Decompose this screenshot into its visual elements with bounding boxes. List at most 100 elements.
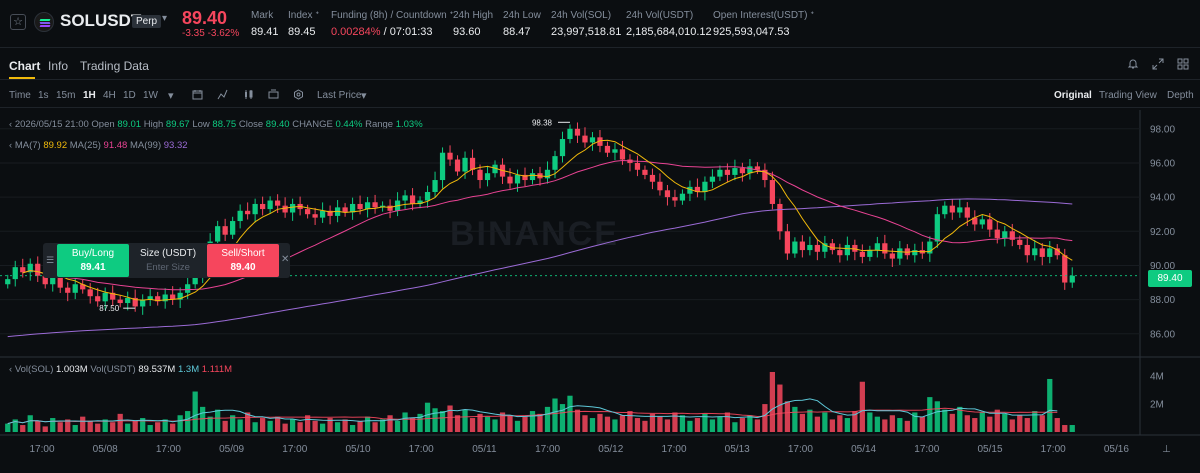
volume-bar bbox=[904, 420, 910, 432]
tab-trading-data[interactable]: Trading Data bbox=[80, 59, 149, 73]
candle-body bbox=[814, 244, 820, 252]
volume-bar bbox=[492, 419, 498, 432]
legend-collapse-icon[interactable]: ‹ bbox=[9, 119, 13, 130]
stat-value: 2,185,684,010.12 bbox=[626, 26, 712, 38]
bell-icon[interactable] bbox=[1127, 58, 1139, 73]
candle-body bbox=[289, 203, 296, 213]
ohlc-date: 2026/05/15 21:00 bbox=[14, 119, 89, 130]
x-tick-label: 05/13 bbox=[725, 444, 750, 455]
volume-bar bbox=[267, 420, 273, 432]
x-tick-label: 17:00 bbox=[1041, 444, 1066, 455]
candlestick-chart[interactable]: 98.00 96.00 94.00 92.00 90.00 88.00 86.00 4M 2M 9… bbox=[0, 110, 1200, 473]
change-value: 0.44% bbox=[335, 119, 363, 130]
view-depth[interactable]: Depth bbox=[1167, 90, 1194, 101]
volume-bar bbox=[627, 411, 633, 432]
interval-time[interactable]: Time bbox=[9, 90, 31, 101]
chart-type-icon[interactable] bbox=[243, 89, 254, 103]
stat-label: Open Interest(USDT) ᐩ bbox=[713, 10, 815, 21]
candle-body bbox=[342, 207, 348, 213]
candle-body bbox=[597, 137, 603, 146]
volume-bar bbox=[852, 411, 858, 432]
favorite-star-icon[interactable]: ☆ bbox=[10, 14, 26, 30]
volume-bar bbox=[177, 415, 183, 432]
candle-body bbox=[634, 162, 641, 170]
interval-4h[interactable]: 4H bbox=[103, 90, 116, 101]
candle-body bbox=[874, 243, 880, 251]
interval-15m[interactable]: 15m bbox=[56, 90, 76, 101]
drawing-tools-icon[interactable] bbox=[268, 89, 279, 103]
ma-legend-collapse-icon[interactable]: ‹ bbox=[9, 140, 13, 151]
vol-ma2-value: 1.111M bbox=[201, 364, 233, 375]
drag-handle-icon[interactable]: ☰ bbox=[46, 255, 55, 265]
interval-1s[interactable]: 1s bbox=[38, 90, 49, 101]
candle-body bbox=[327, 210, 333, 216]
candle-body bbox=[20, 267, 26, 273]
perp-badge: Perp bbox=[132, 15, 162, 28]
volume-bar bbox=[102, 419, 108, 432]
grid-layout-icon[interactable] bbox=[1177, 58, 1189, 73]
volume-bar bbox=[574, 409, 581, 432]
price-type-select[interactable]: Last Price bbox=[317, 90, 362, 101]
candle-body bbox=[42, 275, 48, 285]
tab-info[interactable]: Info bbox=[48, 59, 69, 73]
candle-body bbox=[829, 243, 835, 251]
volume-bar bbox=[619, 415, 626, 432]
candle-body bbox=[642, 169, 648, 175]
volume-bar bbox=[597, 413, 603, 432]
candle-body bbox=[694, 186, 701, 192]
size-input[interactable]: Size (USDT) Enter Size bbox=[131, 244, 205, 277]
interval-dropdown-icon[interactable]: ▾ bbox=[168, 90, 174, 102]
candle-body bbox=[215, 226, 221, 242]
chevron-down-icon[interactable]: ▾ bbox=[162, 13, 168, 24]
volume-bar bbox=[252, 422, 258, 432]
calendar-icon[interactable] bbox=[192, 89, 203, 103]
volume-bar bbox=[200, 406, 206, 432]
expand-icon[interactable] bbox=[1152, 58, 1164, 73]
close-icon[interactable]: ✕ bbox=[281, 254, 290, 265]
volume-bar bbox=[874, 416, 880, 432]
volume-bar bbox=[739, 418, 746, 432]
volume-bar bbox=[709, 419, 716, 432]
volume-bar bbox=[72, 425, 78, 432]
tab-chart[interactable]: Chart bbox=[9, 59, 41, 73]
interval-1h[interactable]: 1H bbox=[83, 90, 96, 101]
interval-1w[interactable]: 1W bbox=[143, 90, 158, 101]
low-marker-label: 87.50 bbox=[99, 304, 120, 313]
candle-body bbox=[784, 231, 791, 254]
buy-long-button[interactable]: Buy/Long 89.41 bbox=[57, 244, 129, 277]
volume-bar bbox=[372, 422, 378, 432]
sell-short-button[interactable]: Sell/Short 89.40 bbox=[207, 244, 279, 277]
size-placeholder[interactable]: Enter Size bbox=[146, 262, 190, 273]
x-tick-label: 17:00 bbox=[788, 444, 813, 455]
volume-bar bbox=[12, 419, 18, 432]
stat-1: Index ᐩ 89.45 bbox=[288, 10, 319, 38]
indicator-icon[interactable] bbox=[217, 89, 228, 103]
sell-price: 89.40 bbox=[230, 262, 256, 273]
candle-body bbox=[754, 166, 761, 170]
volume-bar bbox=[1032, 411, 1038, 432]
volume-bar bbox=[829, 419, 835, 432]
ticker-bar: ☆ SOLUSDT Perp ▾ 89.40 -3.35 -3.62% Mark… bbox=[0, 0, 1200, 48]
view-original[interactable]: Original bbox=[1054, 90, 1092, 101]
settings-icon[interactable] bbox=[293, 89, 304, 103]
price-type-dropdown-icon[interactable]: ▾ bbox=[361, 90, 367, 102]
close-value: 89.40 bbox=[265, 119, 290, 130]
candle-body bbox=[1017, 239, 1023, 245]
y-tick-label: 86.00 bbox=[1150, 329, 1175, 340]
volume-bar bbox=[762, 404, 768, 432]
volume-ma-fast-line bbox=[7, 398, 1058, 425]
candle-body bbox=[612, 149, 618, 153]
volume-bar bbox=[20, 425, 26, 432]
candle-body bbox=[987, 219, 993, 230]
vol-legend-collapse-icon[interactable]: ‹ bbox=[9, 364, 13, 375]
symbol-name[interactable]: SOLUSDT bbox=[60, 11, 142, 30]
candle-body bbox=[87, 289, 93, 297]
volume-bar bbox=[1054, 418, 1060, 432]
volume-bar bbox=[799, 413, 806, 432]
candle-body bbox=[529, 173, 536, 181]
volume-bar bbox=[942, 409, 948, 432]
interval-1d[interactable]: 1D bbox=[123, 90, 136, 101]
view-trading-view[interactable]: Trading View bbox=[1099, 90, 1157, 101]
volume-bar bbox=[327, 418, 333, 432]
candle-body bbox=[80, 284, 86, 290]
